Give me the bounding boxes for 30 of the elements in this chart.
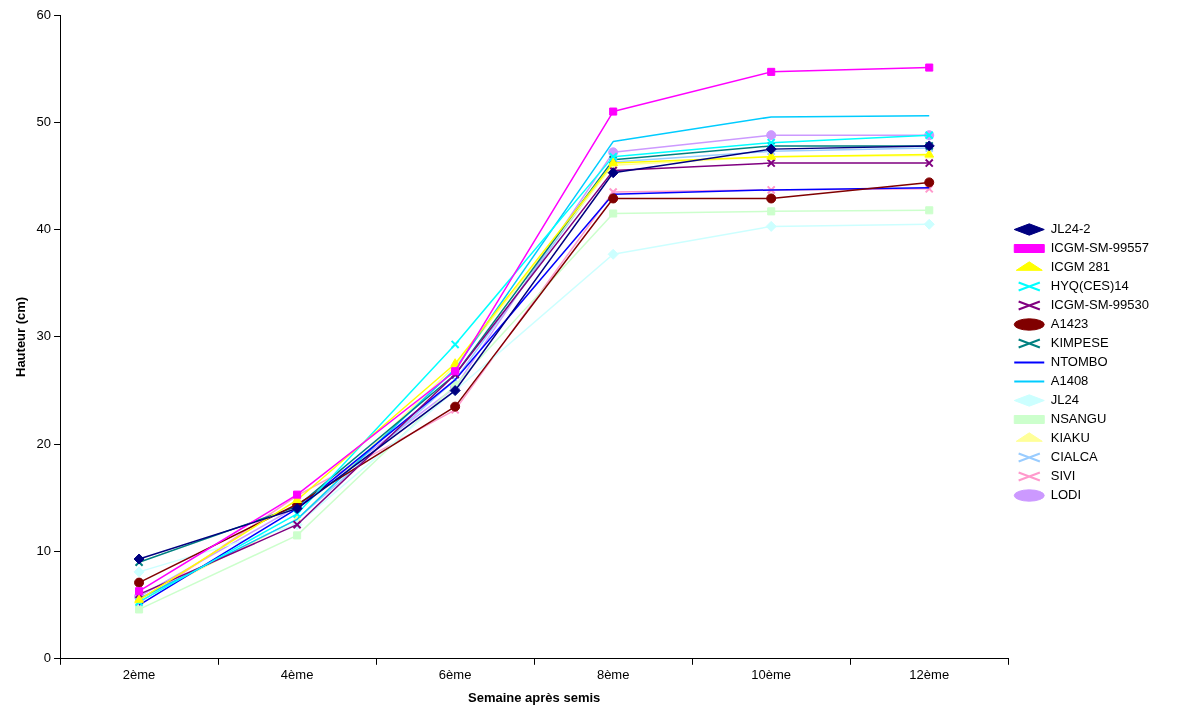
legend-label: ICGM-SM-99557 — [1050, 240, 1149, 256]
y-tick-label: 50 — [36, 113, 52, 129]
y-axis-title: Hauteur (cm) — [13, 296, 29, 377]
x-tick-label: 6ème — [438, 667, 472, 683]
legend-label: SIVI — [1050, 468, 1076, 484]
legend-label: ICGM 281 — [1050, 259, 1110, 275]
legend-label: JL24-2 — [1050, 221, 1091, 237]
x-tick-label: 4ème — [280, 667, 314, 683]
x-tick-label: 10ème — [751, 667, 792, 683]
legend-label: JL24 — [1050, 392, 1079, 408]
legend-label: KIMPESE — [1050, 335, 1109, 351]
legend-label: LODI — [1050, 487, 1082, 503]
y-tick-label: 30 — [36, 328, 52, 344]
y-tick-label: 20 — [36, 435, 52, 451]
legend-label: KIAKU — [1050, 430, 1090, 446]
legend-label: A1423 — [1050, 316, 1089, 332]
y-tick-label: 10 — [36, 543, 52, 559]
x-axis-title: Semaine après semis — [468, 689, 601, 705]
y-tick-label: 0 — [43, 650, 52, 666]
y-tick-label: 60 — [36, 6, 52, 22]
legend-label: CIALCA — [1050, 449, 1099, 465]
legend-label: HYQ(CES)14 — [1050, 278, 1129, 294]
x-tick-label: 8ème — [596, 667, 630, 683]
legend-label: A1408 — [1050, 373, 1089, 389]
legend-label: NTOMBO — [1050, 354, 1108, 370]
x-tick-label: 2ème — [122, 667, 156, 683]
legend-label: ICGM-SM-99530 — [1050, 297, 1149, 313]
y-tick-label: 40 — [36, 221, 52, 237]
legend-label: NSANGU — [1050, 411, 1107, 427]
x-tick-label: 12ème — [909, 667, 950, 683]
